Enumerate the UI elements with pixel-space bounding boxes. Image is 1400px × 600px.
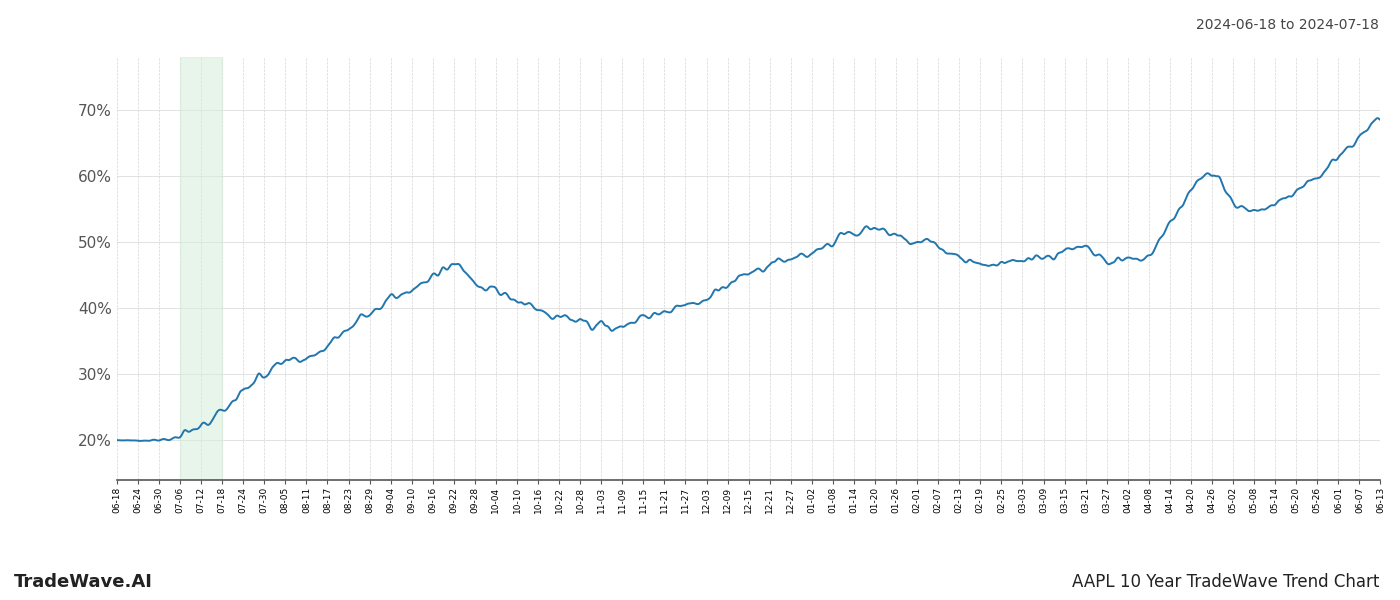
Text: AAPL 10 Year TradeWave Trend Chart: AAPL 10 Year TradeWave Trend Chart [1071,573,1379,591]
Text: TradeWave.AI: TradeWave.AI [14,573,153,591]
Text: 2024-06-18 to 2024-07-18: 2024-06-18 to 2024-07-18 [1196,18,1379,32]
Bar [181,57,223,480]
